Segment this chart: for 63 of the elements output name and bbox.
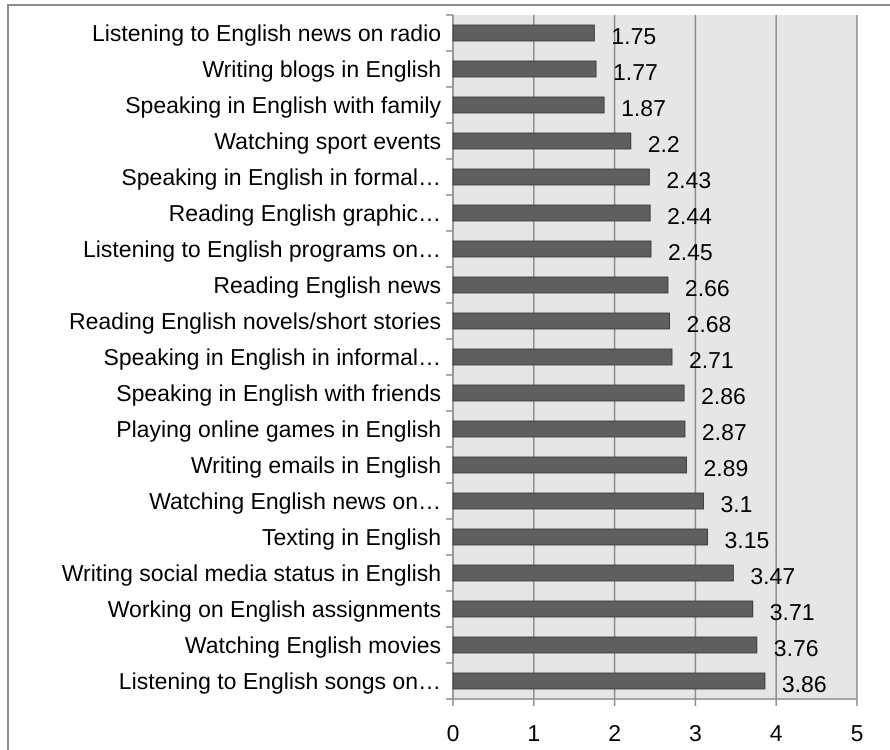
y-tick-label: Playing online games in English [116,416,441,442]
data-label: 2.87 [702,419,747,445]
y-tick-label: Listening to English news on radio [92,20,441,46]
y-tick-label: Listening to English programs on… [83,236,441,262]
x-tick-label: 3 [689,720,702,746]
bar [452,384,685,402]
bar [452,276,668,294]
x-tick-label: 4 [770,720,783,746]
y-tick-label: Speaking in English in formal… [121,164,441,190]
data-label: 1.77 [613,59,658,85]
y-tick-label: Writing emails in English [190,452,441,478]
data-label: 3.76 [774,635,819,661]
x-tick-label: 1 [527,720,540,746]
x-tick-label: 2 [608,720,621,746]
bar [452,600,754,618]
data-label: 2.44 [667,203,712,229]
data-label: 2.2 [648,131,680,157]
data-label: 3.15 [724,527,770,553]
data-label: 2.45 [668,239,713,265]
bar [452,492,704,510]
data-label: 3.47 [750,563,796,589]
bar [452,528,708,546]
bar [452,636,758,654]
bar [452,168,650,186]
y-tick-label: Writing social media status in English [62,560,441,586]
x-tick-label: 0 [446,720,460,746]
y-tick-label: Watching sport events [214,128,441,154]
y-tick-label: Reading English news [213,272,441,298]
data-label: 1.75 [611,23,656,49]
y-tick-label: Working on English assignments [108,596,441,622]
data-label: 2.43 [666,167,712,193]
data-label: 2.68 [686,311,732,337]
data-label: 2.71 [688,347,734,373]
x-tick-label: 5 [850,720,864,746]
data-label: 3.71 [770,599,815,625]
bar [452,60,597,78]
bar [452,240,652,258]
bar [452,564,734,582]
y-tick-label: Texting in English [262,524,441,550]
bar [452,24,595,42]
y-tick-label: Watching English news on… [149,488,441,514]
y-tick-label: Writing blogs in English [202,56,441,82]
y-tick-label: Speaking in English with family [125,92,442,118]
data-label: 3.1 [720,491,752,517]
bar [452,456,688,474]
bar [452,420,686,438]
data-label: 2.89 [704,455,748,481]
bar [452,132,632,150]
y-tick-label: Watching English movies [184,632,441,658]
bar [452,204,651,222]
y-tick-label: Speaking in English with friends [116,380,441,406]
y-tick-label: Reading English graphic… [168,200,441,226]
data-label: 2.86 [701,383,746,409]
bar [452,96,605,114]
bar [452,348,672,366]
y-tick-label: Reading English novels/short stories [68,308,441,334]
data-label: 1.87 [621,95,666,121]
data-label: 2.66 [684,275,730,301]
y-tick-label: Listening to English songs on… [118,668,441,694]
y-tick-label: Speaking in English in informal… [103,344,441,370]
bar [452,672,766,690]
bar [452,312,670,330]
data-label: 3.86 [782,671,827,697]
